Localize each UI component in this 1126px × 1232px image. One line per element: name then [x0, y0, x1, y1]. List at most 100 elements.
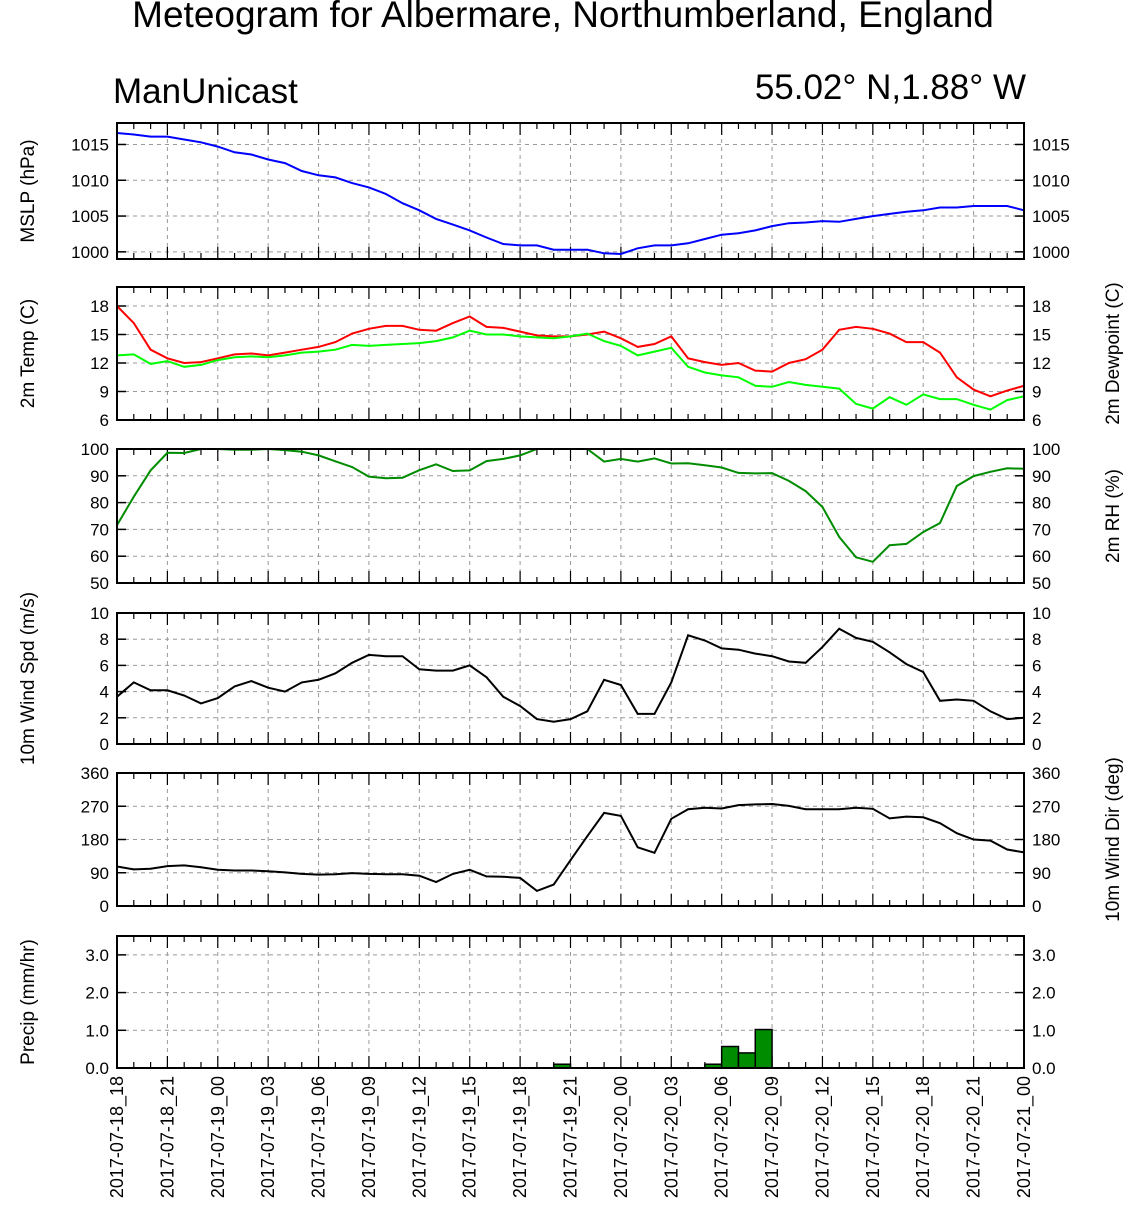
data-point [334, 176, 337, 179]
data-point [653, 343, 656, 345]
data-point [317, 345, 320, 348]
data-point [284, 871, 286, 874]
data-point [267, 158, 270, 161]
data-point [300, 450, 303, 453]
data-point [888, 651, 891, 654]
data-point [384, 325, 387, 327]
data-point [855, 636, 857, 639]
y-axis-label-left: MSLP (hPa) [18, 139, 39, 242]
data-point [939, 351, 941, 354]
y-tick-label-left: 9 [100, 383, 109, 402]
data-point [452, 872, 454, 875]
data-point [334, 873, 337, 876]
data-point [855, 402, 857, 405]
data-point [670, 817, 673, 820]
data-point [183, 362, 186, 364]
y-tick-label-left: 0 [100, 897, 109, 916]
data-point [502, 875, 505, 878]
data-point [703, 371, 706, 374]
data-point [905, 542, 908, 545]
data-point [804, 808, 807, 811]
data-point [552, 337, 555, 340]
data-point [720, 233, 723, 236]
x-tick-label: 2017-07-19_12 [409, 1076, 430, 1198]
data-point [804, 221, 807, 224]
x-tick-label: 2017-07-19_21 [561, 1076, 582, 1198]
data-point [401, 325, 404, 327]
data-point [552, 720, 555, 723]
y-tick-label-left: 15 [90, 326, 109, 345]
data-point [368, 186, 370, 189]
y-tick-label-right: 60 [1032, 547, 1051, 566]
data-point [603, 678, 605, 681]
y-tick-label-left: 90 [90, 467, 109, 486]
data-point [149, 348, 152, 351]
data-point [384, 344, 387, 346]
data-point [1006, 205, 1009, 207]
data-point [233, 353, 236, 356]
data-point [972, 699, 975, 702]
data-point [955, 698, 958, 701]
data-point [519, 244, 522, 247]
panel-frame [116, 772, 1025, 907]
y-tick-label-left: 3.0 [85, 946, 109, 965]
data-point [989, 710, 992, 713]
location-coordinates: 55.02° N,1.88° W [754, 68, 1026, 107]
data-point [250, 153, 253, 156]
data-point [384, 655, 387, 658]
data-point [619, 345, 622, 347]
data-point [586, 332, 589, 335]
data-point [149, 867, 152, 870]
data-point [922, 671, 925, 673]
y-tick-label-left: 0 [100, 735, 109, 754]
data-point [132, 868, 135, 871]
data-point [435, 329, 438, 332]
data-point [703, 361, 706, 363]
y-tick-label-right: 4 [1032, 683, 1041, 702]
data-point [989, 408, 992, 411]
data-point [955, 832, 958, 835]
data-point [200, 364, 202, 366]
data-point [1006, 848, 1009, 851]
precip-bar [720, 1045, 740, 1069]
data-point [737, 362, 740, 364]
data-point [972, 388, 975, 391]
data-point [552, 248, 555, 251]
data-point [536, 889, 538, 892]
data-point [132, 133, 135, 136]
data-point [132, 495, 135, 498]
data-point [569, 859, 572, 862]
y-tick-label-left: 50 [90, 574, 109, 593]
data-point [502, 695, 505, 698]
data-point [972, 475, 975, 477]
data-point [216, 868, 219, 871]
y-tick-label-left: 80 [90, 494, 109, 513]
x-tick-label: 2017-07-20_09 [762, 1076, 783, 1198]
data-point [720, 807, 723, 810]
data-point [452, 322, 454, 324]
data-point [603, 340, 605, 343]
panel-frame [116, 286, 1025, 421]
data-point [183, 864, 186, 867]
data-point [418, 668, 421, 671]
series-line [116, 627, 1025, 723]
data-point [519, 877, 522, 879]
data-point [855, 556, 857, 559]
data-point [922, 816, 925, 819]
y-tick-label-right: 3.0 [1032, 946, 1056, 965]
data-point [955, 376, 958, 379]
data-point [939, 398, 941, 400]
data-point [586, 248, 589, 251]
data-point [838, 387, 841, 390]
y-tick-label-right: 180 [1032, 831, 1060, 850]
data-point [821, 348, 824, 351]
y-axis-label-right: 2m RH (%) [1103, 469, 1124, 563]
data-point [435, 218, 438, 220]
data-point [351, 872, 354, 875]
data-point [737, 376, 740, 379]
data-point [821, 385, 824, 388]
data-point [603, 460, 605, 463]
panel-frame [116, 122, 1025, 260]
data-point [485, 875, 488, 878]
data-point [771, 472, 773, 475]
